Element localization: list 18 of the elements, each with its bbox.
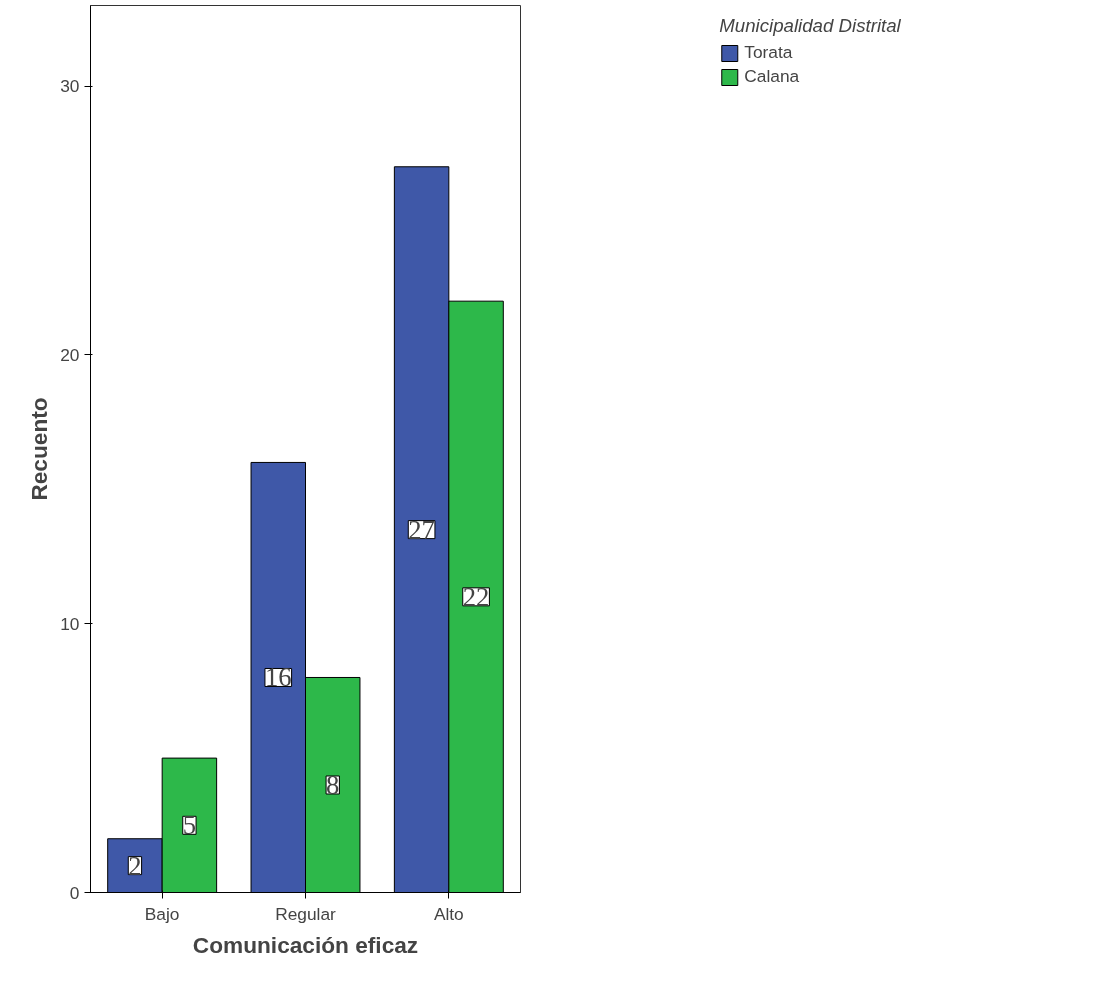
data-label: 22 <box>462 581 490 612</box>
data-label: 2 <box>128 850 142 881</box>
y-tick-label: 20 <box>60 344 80 365</box>
x-tick-label: Alto <box>433 903 464 924</box>
legend-title: Municipalidad Distrital <box>719 15 901 37</box>
y-axis-title: Recuento <box>26 397 53 501</box>
data-label: 27 <box>408 514 435 545</box>
y-tick-label: 10 <box>60 613 80 634</box>
data-label: 16 <box>264 662 292 693</box>
legend-label: Calana <box>744 66 800 87</box>
x-tick-label: Regular <box>275 903 337 924</box>
data-label: 8 <box>326 769 340 800</box>
x-axis-title: Comunicación eficaz <box>192 931 419 958</box>
x-tick-label: Bajo <box>144 903 180 924</box>
legend-label: Torata <box>744 42 793 63</box>
y-tick-label: 0 <box>69 882 80 903</box>
data-label: 5 <box>182 810 197 841</box>
y-tick-label: 30 <box>60 76 80 97</box>
